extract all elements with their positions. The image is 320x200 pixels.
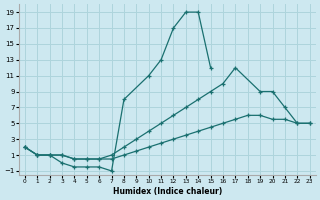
- X-axis label: Humidex (Indice chaleur): Humidex (Indice chaleur): [113, 187, 222, 196]
